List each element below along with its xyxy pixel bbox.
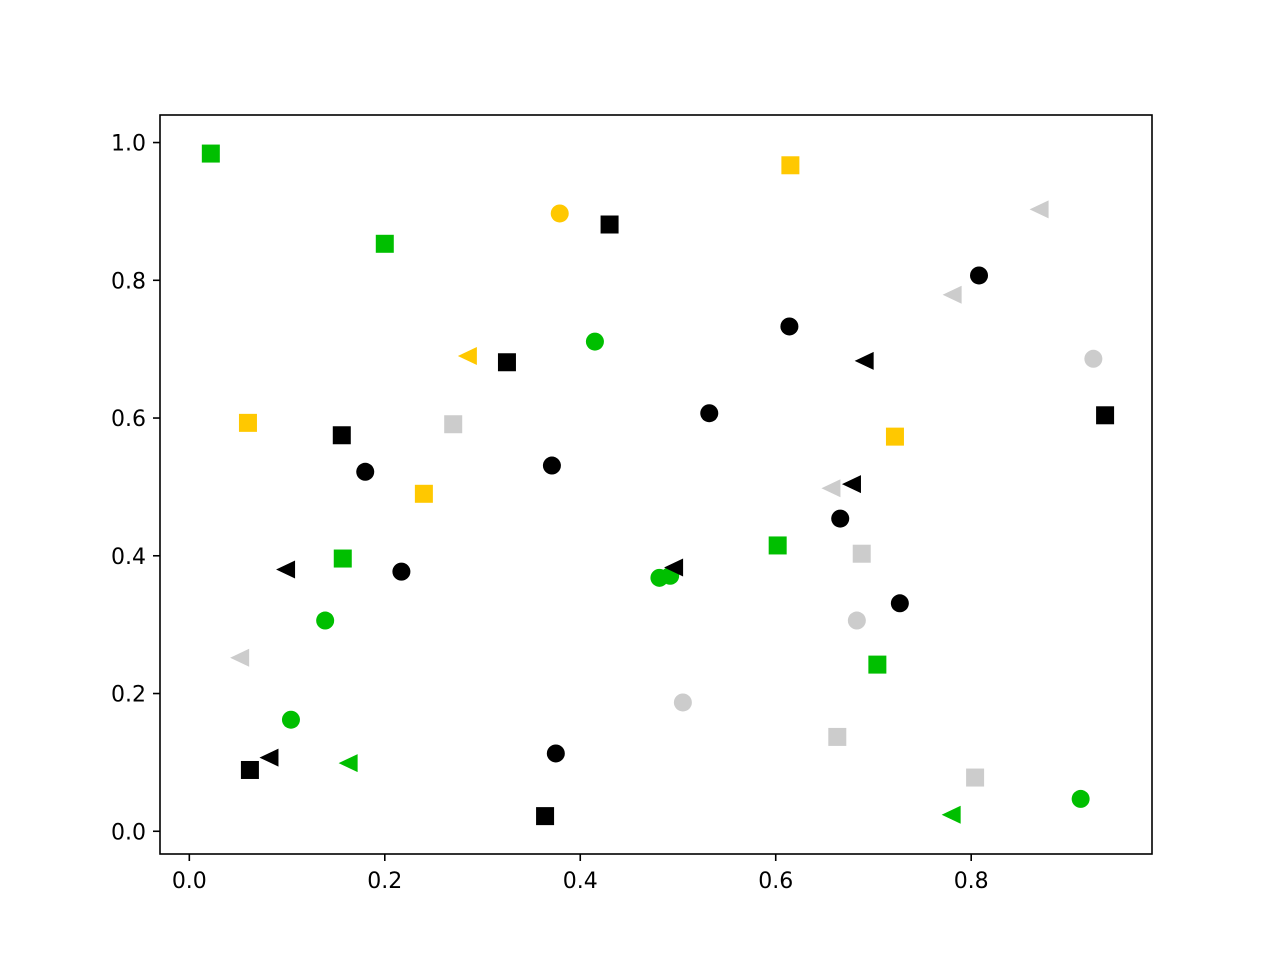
point-yellow-square-2: [414, 484, 433, 503]
point-green-square-2: [333, 549, 352, 568]
point-black-square-6: [1096, 406, 1115, 425]
point-black-triangle-left-5: [854, 351, 874, 370]
point-green-square-4: [768, 536, 787, 555]
point-gray-square-3: [852, 544, 871, 563]
y-tick-label: 0.6: [111, 407, 146, 432]
x-tick-label: 0.8: [954, 869, 989, 894]
y-tick-label: 1.0: [111, 132, 146, 157]
point-black-triangle-left-4: [841, 475, 861, 494]
point-gray-triangle-left-2: [821, 479, 841, 498]
data-marks: [201, 144, 1115, 826]
point-yellow-square-1: [238, 413, 257, 432]
point-gray-circle-2: [847, 611, 866, 630]
point-gray-square-1: [444, 415, 463, 434]
x-tick-label: 0.0: [172, 869, 207, 894]
point-black-square-5: [600, 215, 619, 234]
point-green-triangle-left-2: [941, 805, 961, 824]
point-black-circle-8: [890, 594, 909, 613]
point-black-circle-4: [546, 744, 565, 763]
y-tick-label: 0.0: [111, 820, 146, 845]
point-green-circle-1: [281, 710, 300, 729]
x-tick-label: 0.2: [367, 869, 402, 894]
axes: 0.0 0.2 0.4 0.6 0.8 0.0 0.2 0.4 0.6 0.8 1.0: [111, 114, 1153, 894]
plot-frame: [159, 114, 1153, 855]
point-black-triangle-left-1: [259, 748, 279, 767]
point-gray-triangle-left-1: [230, 648, 250, 667]
point-black-triangle-left-2: [276, 560, 296, 579]
y-tick-label: 0.2: [111, 683, 146, 708]
point-green-circle-3: [585, 332, 604, 351]
point-gray-circle-1: [673, 693, 692, 712]
point-black-square-4: [536, 807, 555, 826]
point-yellow-square-3: [781, 156, 800, 175]
point-black-square-3: [497, 353, 516, 372]
point-green-circle-2: [316, 611, 335, 630]
x-tick-label: 0.6: [758, 869, 793, 894]
point-yellow-triangle-left-1: [457, 347, 477, 366]
point-green-circle-6: [1071, 789, 1090, 808]
point-black-circle-2: [392, 562, 411, 581]
point-gray-square-4: [966, 768, 985, 787]
point-green-triangle-left-1: [338, 754, 358, 773]
point-black-circle-9: [970, 266, 989, 285]
point-black-circle-1: [356, 462, 375, 481]
point-gray-triangle-left-4: [1029, 200, 1049, 219]
x-tick-label: 0.4: [563, 869, 598, 894]
point-green-square-1: [201, 144, 220, 163]
point-black-triangle-left-3: [664, 558, 684, 577]
point-black-circle-7: [831, 509, 850, 528]
point-black-circle-6: [780, 317, 799, 336]
point-black-square-2: [332, 426, 351, 445]
point-green-square-5: [868, 655, 887, 674]
y-tick-label: 0.8: [111, 269, 146, 294]
point-black-circle-5: [700, 404, 719, 423]
point-black-square-1: [240, 760, 259, 779]
y-tick-label: 0.4: [111, 545, 146, 570]
point-black-circle-3: [542, 456, 561, 475]
point-gray-square-2: [828, 727, 847, 746]
point-yellow-circle-1: [550, 204, 569, 223]
point-green-square-3: [375, 234, 394, 253]
point-yellow-square-4: [885, 427, 904, 446]
point-gray-triangle-left-3: [942, 285, 962, 304]
point-gray-circle-3: [1084, 349, 1103, 368]
